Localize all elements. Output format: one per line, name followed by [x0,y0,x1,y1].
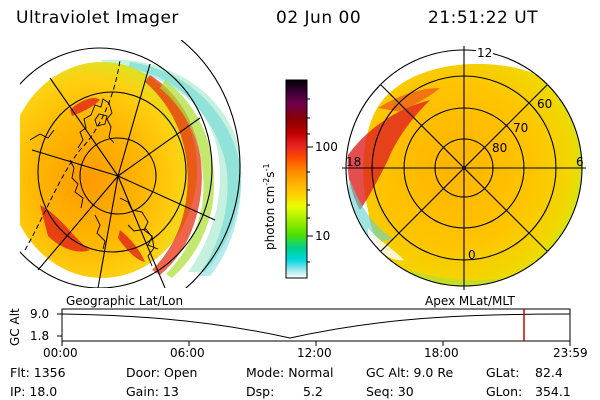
unit-prefix: photon cm [263,185,277,250]
colorbar-ticks [307,98,313,263]
gc-alt-value: GC Alt: 9.0 Re [366,365,454,380]
mlt-label-6: 6 [576,155,584,169]
glon-value: 354.1 [535,384,571,399]
observation-time: 21:51:22 UT [428,8,539,28]
glon-label: GLon: [486,384,523,399]
door-status: Door: Open [126,365,198,380]
timeline-x-tick-0000: 00:00 [43,346,78,360]
mlat-mlt-grid [342,46,586,290]
right-panel-caption: Apex MLat/MLT [425,294,515,308]
polar-emission [363,63,582,286]
mlt-label-18: 18 [346,155,362,169]
colorbar-gradient [285,79,308,279]
timeline-axis-title: GC Alt [8,308,22,346]
noise-halo [100,59,242,276]
unit-exponent-2: -1 [262,163,271,172]
left-panel-caption: Geographic Lat/Lon [66,294,184,308]
geographic-image [20,40,242,288]
timeline-x-tick-2359: 23:59 [553,346,588,360]
lat-lon-grid [20,40,241,288]
dsp-label: Dsp: [246,384,275,399]
mlt-label-0: 0 [468,248,476,262]
mlat-label-70: 70 [513,121,529,135]
timeline-x-tick-1200: 12:00 [297,346,332,360]
colorbar-label-10: 10 [315,229,331,243]
observation-date: 02 Jun 00 [276,8,362,28]
unit-exponent-1: -2 [262,177,271,186]
timeline-x-tick-0600: 06:00 [170,346,205,360]
colorbar-label-100: 100 [315,140,338,154]
glat-value: 82.4 [535,365,563,380]
auroral-patches [40,98,145,262]
instrument-title: Ultraviolet Imager [16,8,179,28]
mlt-label-12: 12 [476,46,494,60]
apex-image [346,50,582,286]
timeline-plot [57,308,571,346]
coastlines [29,98,159,267]
mode-status: Mode: Normal [246,365,334,380]
colorbar-unit-label: photon cm-2s-1 [262,163,277,250]
gain-value: Gain: 13 [126,384,179,399]
limb-brightening [145,75,202,275]
sequence-number: Seq: 30 [366,384,414,399]
mlat-label-80: 80 [492,141,508,155]
earth-disk-emission [20,62,197,278]
ip-value: IP: 18.0 [10,384,58,399]
mlat-label-60: 60 [537,97,553,111]
timeline-y-tick-low: 1.8 [30,329,50,343]
flight-number: Flt: 1356 [10,365,66,380]
dsp-value: 5.2 [303,384,323,399]
glat-label: GLat: [486,365,520,380]
timeline-x-tick-1800: 18:00 [424,346,459,360]
timeline-y-tick-high: 9.0 [30,307,50,321]
unit-mid: s [263,171,277,178]
